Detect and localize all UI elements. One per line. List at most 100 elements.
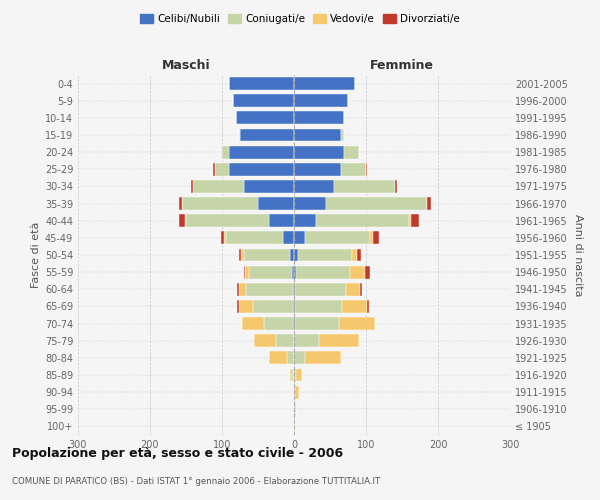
Bar xyxy=(294,112,344,124)
Bar xyxy=(269,352,287,364)
Bar xyxy=(191,180,193,193)
Bar xyxy=(294,386,295,398)
Bar xyxy=(294,197,326,210)
Bar xyxy=(222,146,229,158)
Bar xyxy=(224,232,226,244)
Bar xyxy=(182,197,258,210)
Bar xyxy=(293,300,294,313)
Bar xyxy=(294,403,295,415)
Bar xyxy=(254,334,276,347)
Bar xyxy=(248,266,292,278)
Bar xyxy=(240,128,294,141)
Bar xyxy=(193,180,244,193)
Bar xyxy=(244,248,290,262)
Bar xyxy=(221,232,224,244)
Bar xyxy=(294,266,296,278)
Bar xyxy=(341,128,344,141)
Bar xyxy=(366,163,367,175)
Bar xyxy=(229,163,294,175)
Bar xyxy=(246,283,293,296)
Bar xyxy=(338,317,374,330)
Bar xyxy=(244,266,245,278)
Bar xyxy=(365,266,370,278)
Bar xyxy=(412,214,419,227)
Bar xyxy=(295,403,296,415)
Bar xyxy=(294,128,341,141)
Bar xyxy=(295,283,346,296)
Bar xyxy=(239,300,253,313)
Bar xyxy=(352,248,358,262)
Bar xyxy=(253,300,293,313)
Bar xyxy=(294,300,295,313)
Bar xyxy=(258,197,294,210)
Bar xyxy=(334,180,395,193)
Bar xyxy=(316,214,409,227)
Bar xyxy=(298,248,352,262)
Text: Maschi: Maschi xyxy=(161,58,211,71)
Bar xyxy=(294,77,355,90)
Bar xyxy=(326,197,427,210)
Bar xyxy=(295,300,342,313)
Bar xyxy=(373,232,379,244)
Bar xyxy=(305,352,341,364)
Y-axis label: Anni di nascita: Anni di nascita xyxy=(573,214,583,296)
Bar xyxy=(221,146,222,158)
Bar xyxy=(294,283,295,296)
Bar xyxy=(276,334,294,347)
Bar xyxy=(295,317,338,330)
Bar xyxy=(236,112,294,124)
Bar xyxy=(350,266,365,278)
Bar xyxy=(294,94,348,107)
Bar xyxy=(290,368,292,382)
Y-axis label: Fasce di età: Fasce di età xyxy=(31,222,41,288)
Bar xyxy=(293,283,294,296)
Bar xyxy=(237,300,239,313)
Bar xyxy=(344,146,359,158)
Bar xyxy=(293,403,294,415)
Bar xyxy=(241,248,244,262)
Bar xyxy=(179,197,182,210)
Bar xyxy=(395,180,397,193)
Bar xyxy=(179,214,185,227)
Bar xyxy=(229,146,294,158)
Bar xyxy=(292,368,294,382)
Bar xyxy=(294,163,341,175)
Text: COMUNE DI PARATICO (BS) - Dati ISTAT 1° gennaio 2006 - Elaborazione TUTTITALIA.I: COMUNE DI PARATICO (BS) - Dati ISTAT 1° … xyxy=(12,477,380,486)
Text: Femmine: Femmine xyxy=(370,58,434,71)
Bar xyxy=(360,283,362,296)
Bar xyxy=(292,266,294,278)
Bar xyxy=(294,352,305,364)
Legend: Celibi/Nubili, Coniugati/e, Vedovi/e, Divorziati/e: Celibi/Nubili, Coniugati/e, Vedovi/e, Di… xyxy=(136,10,464,29)
Bar xyxy=(226,232,283,244)
Bar xyxy=(287,352,294,364)
Bar xyxy=(305,232,370,244)
Bar xyxy=(214,163,215,175)
Bar xyxy=(346,283,360,296)
Bar xyxy=(269,214,294,227)
Bar xyxy=(237,283,239,296)
Bar xyxy=(294,180,334,193)
Bar xyxy=(294,214,316,227)
Bar xyxy=(215,163,229,175)
Bar xyxy=(293,386,294,398)
Bar xyxy=(244,180,294,193)
Bar xyxy=(427,197,431,210)
Bar xyxy=(239,128,240,141)
Bar xyxy=(409,214,412,227)
Text: Popolazione per età, sesso e stato civile - 2006: Popolazione per età, sesso e stato civil… xyxy=(12,448,343,460)
Bar xyxy=(290,248,294,262)
Bar xyxy=(319,334,359,347)
Bar xyxy=(239,248,241,262)
Bar xyxy=(294,420,295,433)
Bar xyxy=(296,368,302,382)
Bar xyxy=(294,368,296,382)
Bar xyxy=(342,300,367,313)
Bar xyxy=(186,214,269,227)
Bar xyxy=(242,317,264,330)
Bar xyxy=(264,317,293,330)
Bar xyxy=(185,214,186,227)
Bar xyxy=(293,317,294,330)
Bar xyxy=(295,386,299,398)
Bar xyxy=(294,317,295,330)
Bar xyxy=(294,334,319,347)
